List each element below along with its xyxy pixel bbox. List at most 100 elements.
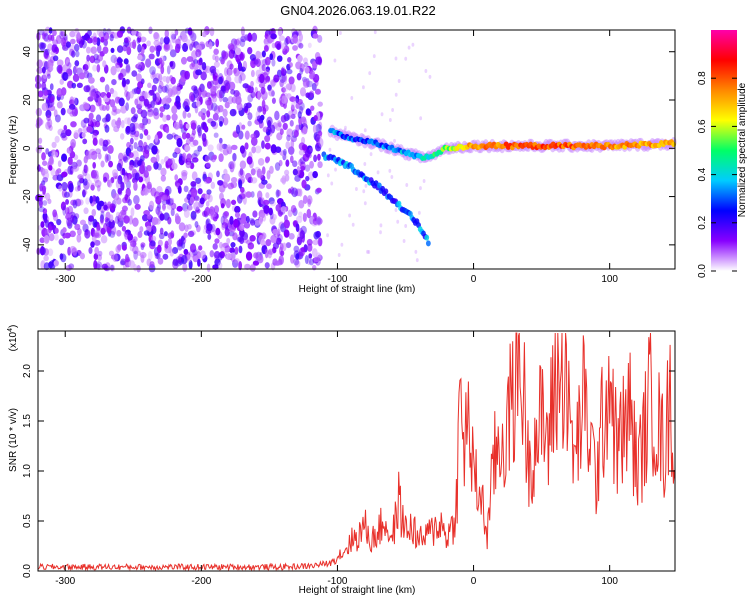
spectrogram-noise-cell [85, 197, 90, 205]
spectrogram-noise-cell [265, 239, 272, 247]
spectrogram-noise-cell [293, 258, 300, 266]
spectrogram-noise-cell [38, 137, 43, 144]
spectrogram-noise-cell [201, 61, 207, 71]
spectrogram-noise-cell [232, 152, 237, 162]
spectrogram-noise-cell [41, 160, 48, 166]
spectrogram-noise-cell [123, 58, 129, 65]
spectrogram-noise-cell [314, 52, 321, 61]
spectrogram-noise-cell [379, 230, 382, 235]
spectrogram-noise-cell [422, 179, 426, 184]
spectrogram-noise-cell [239, 160, 247, 170]
spectrogram-noise-cell [312, 124, 317, 134]
spectrogram-noise-cell [111, 169, 119, 177]
spectrogram-noise-cell [43, 89, 48, 97]
spectrogram-noise-cell [156, 163, 162, 171]
spectrogram-noise-cell [226, 67, 233, 76]
spectrogram-noise-cell [82, 189, 86, 198]
spectrogram-noise-cell [166, 133, 174, 140]
spectrogram-noise-cell [95, 114, 102, 122]
spectrogram-signal-cell [424, 234, 430, 241]
spectrogram-noise-cell [67, 62, 72, 69]
spectrogram-noise-cell [69, 245, 76, 253]
spectrogram-noise-cell [152, 93, 157, 102]
spectrogram-noise-cell [81, 132, 86, 138]
spectrogram-noise-cell [230, 252, 236, 260]
spectrogram-noise-cell [261, 50, 266, 58]
spectrogram-noise-cell [227, 96, 234, 105]
spectrogram-noise-cell [199, 197, 205, 205]
spectrogram-noise-cell [309, 70, 316, 79]
spectrogram-noise-cell [127, 198, 132, 206]
spectrogram-noise-cell [137, 64, 143, 73]
spectrogram-noise-cell [219, 192, 224, 201]
spectrogram-noise-cell [362, 85, 365, 90]
spectrogram-noise-cell [250, 80, 254, 88]
spectrogram-noise-cell [267, 248, 275, 255]
spectrogram-noise-cell [167, 158, 173, 166]
spectrogram-noise-cell [261, 64, 266, 72]
spectrogram-noise-cell [47, 118, 53, 128]
spectrogram-noise-cell [230, 144, 238, 151]
spectrogram-noise-cell [183, 248, 189, 255]
spectrogram-noise-cell [78, 72, 86, 80]
spectrogram-noise-cell [139, 226, 144, 233]
spectrogram-noise-cell [257, 90, 261, 101]
spectrogram-noise-cell [206, 263, 211, 273]
spectrogram-noise-cell [239, 72, 246, 81]
snr-y-tick-label: 0.0 [22, 564, 33, 578]
spectrogram-noise-cell [237, 61, 243, 72]
spectrogram-noise-cell [160, 167, 167, 177]
spectrogram-noise-cell [138, 95, 146, 102]
spectrogram-frame [37, 29, 676, 270]
spectrogram-noise-cell [424, 69, 428, 74]
spectrogram-noise-cell [90, 241, 95, 248]
spectrogram-noise-cell [121, 77, 126, 87]
spectrogram-noise-cell [260, 114, 265, 121]
spectrogram-noise-cell [280, 177, 287, 183]
spectrogram-noise-cell [108, 160, 114, 168]
spectrogram-noise-cell [190, 122, 197, 130]
snr-x-tick-label: 0 [471, 576, 477, 587]
spectrogram-noise-cell [229, 108, 237, 117]
spectrogram-noise-cell [38, 194, 43, 201]
spectrogram-noise-cell [315, 56, 322, 65]
spectrogram-noise-cell [225, 198, 231, 209]
spectrogram-noise-cell [273, 74, 280, 83]
spectrogram-noise-cell [61, 71, 69, 81]
spectrogram-noise-cell [317, 34, 323, 43]
spectrogram-noise-cell [60, 132, 67, 139]
spectrogram-noise-cell [92, 64, 98, 72]
spectrogram-noise-cell [104, 114, 110, 123]
spectrogram-noise-cell [250, 191, 255, 198]
spectrogram-noise-cell [153, 107, 159, 117]
spectrogram-noise-cell [279, 150, 287, 157]
spectrogram-noise-cell [176, 137, 183, 148]
spectrogram-noise-cell [162, 114, 168, 123]
spectrogram-noise-cell [222, 217, 229, 227]
spectrogram-noise-cell [189, 196, 195, 205]
spectrogram-noise-cell [59, 253, 64, 260]
spectrogram-noise-cell [419, 116, 423, 121]
spectrogram-noise-cell [223, 117, 229, 126]
spectrogram-noise-cell [76, 82, 83, 89]
spectrogram-noise-cell [99, 76, 106, 83]
spectrogram-noise-cell [348, 213, 351, 218]
spectrogram-noise-cell [264, 157, 270, 164]
spectrogram-noise-cell [232, 259, 239, 268]
spectrogram-noise-cell [56, 168, 62, 174]
spectrogram-noise-cell [151, 145, 158, 155]
spectrogram-noise-cell [214, 258, 221, 267]
spectrogram-noise-cell [312, 170, 318, 179]
spectrogram-noise-cell [163, 103, 170, 110]
spectrogram-noise-cell [39, 42, 46, 52]
spectrogram-noise-cell [41, 81, 47, 91]
spectrogram-noise-cell [198, 57, 203, 66]
spectrogram-noise-cell [91, 208, 97, 217]
spectrogram-noise-cell [299, 230, 305, 239]
spectrogram-noise-cell [42, 176, 49, 183]
spectrogram-noise-cell [402, 238, 406, 243]
spectrogram-noise-cell [70, 138, 77, 149]
spectrogram-noise-cell [212, 78, 219, 86]
spectrogram-noise-cell [161, 203, 166, 211]
spectrogram-noise-cell [220, 203, 225, 209]
